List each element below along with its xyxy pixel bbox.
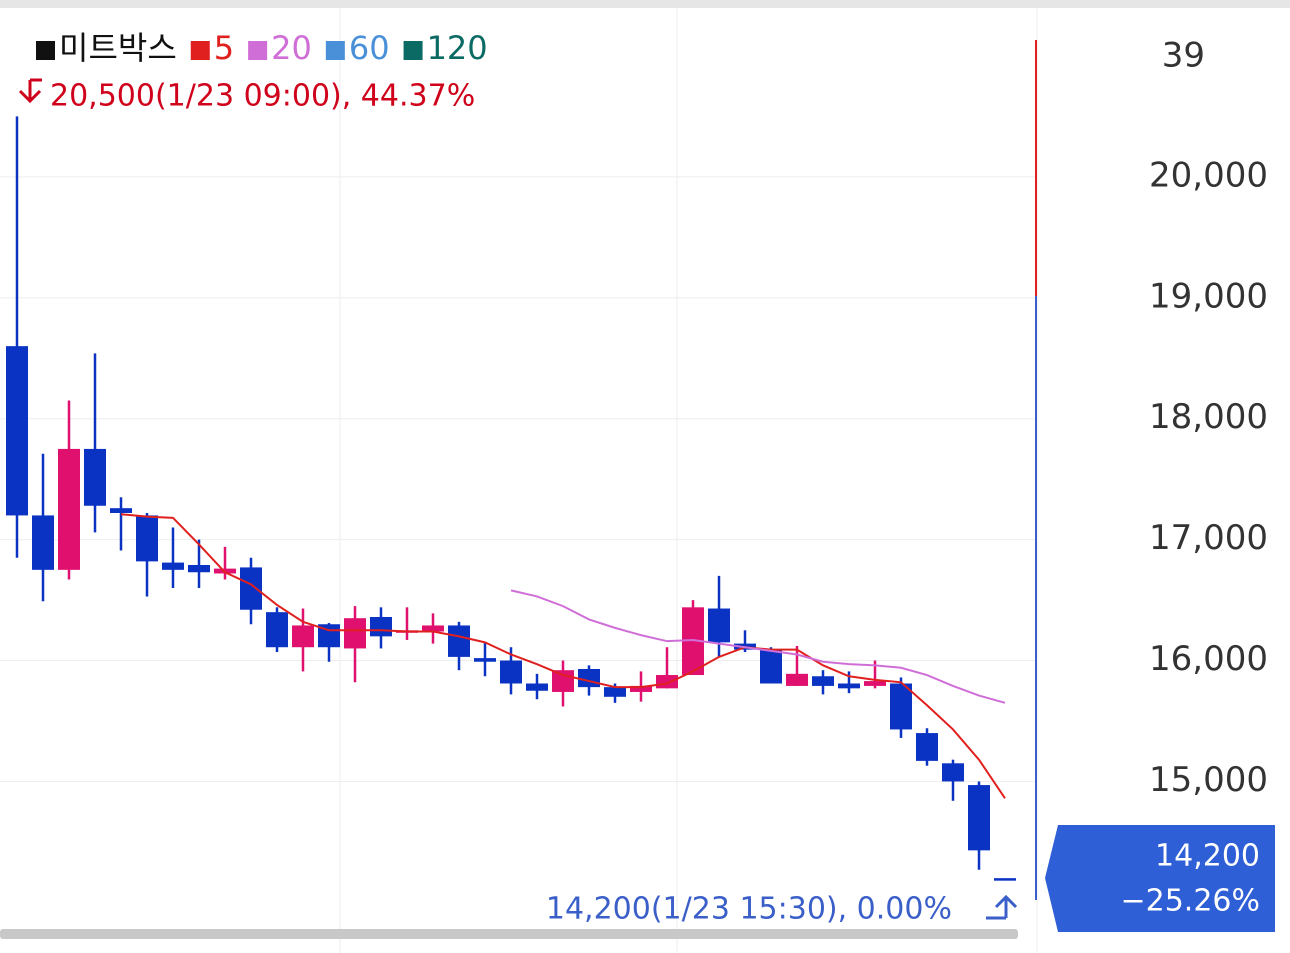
- candle-body: [552, 670, 574, 692]
- candle-body: [162, 562, 184, 570]
- y-tick-label: 15,000: [1149, 760, 1268, 800]
- candle-body: [708, 608, 730, 643]
- candle-body: [682, 607, 704, 676]
- legend-label: 60: [349, 29, 390, 67]
- candle-body: [864, 681, 886, 686]
- candle-body: [422, 625, 444, 632]
- ma-line: [120, 513, 1006, 799]
- y-tick-label: 20,000: [1149, 155, 1268, 195]
- candle-body: [110, 508, 132, 514]
- candle-body: [812, 676, 834, 686]
- candle-body: [838, 683, 860, 689]
- legend-swatch: [190, 41, 210, 60]
- high-annotation: 20,500(1/23 09:00), 44.37%: [50, 79, 475, 114]
- candle-body: [266, 612, 288, 648]
- y-tick-label: 17,000: [1149, 518, 1268, 558]
- ma-line: [510, 589, 1006, 704]
- candle-body: [526, 683, 548, 691]
- candle-body: [578, 668, 600, 688]
- candle-body: [994, 878, 1016, 881]
- candle-body: [760, 649, 782, 684]
- legend-swatch: [403, 41, 423, 60]
- candle-body: [630, 685, 652, 692]
- current-price: 14,200: [1155, 839, 1260, 874]
- legend-label: 20: [271, 29, 312, 67]
- legend-label: 120: [427, 29, 488, 67]
- low-annotation: 14,200(1/23 15:30), 0.00%: [546, 892, 952, 927]
- candle-body: [942, 763, 964, 782]
- legend-label: 5: [214, 29, 234, 67]
- legend-swatch: [248, 41, 268, 60]
- legend-label: 미트박스: [59, 29, 177, 67]
- candle-body: [916, 733, 938, 761]
- candle-body: [32, 515, 54, 570]
- candle-body: [136, 515, 158, 562]
- candle-body: [500, 660, 522, 684]
- candle-body: [344, 618, 366, 649]
- scrollbar[interactable]: [0, 929, 1018, 939]
- candle-body: [474, 658, 496, 662]
- y-tick-label: 18,000: [1149, 397, 1268, 437]
- candle-body: [240, 567, 262, 610]
- candle-body: [890, 683, 912, 730]
- top-border: [0, 0, 1290, 8]
- candle-body: [370, 616, 392, 637]
- current-change: −25.26%: [1120, 884, 1260, 919]
- candle-body: [292, 625, 314, 648]
- candle-body: [656, 675, 678, 689]
- price-box: [1045, 825, 1275, 932]
- y-tick-label: 19,000: [1149, 276, 1268, 316]
- high-arrow: [18, 78, 42, 104]
- candle-body: [58, 448, 80, 570]
- low-arrow: [986, 894, 1018, 920]
- candle-body: [84, 448, 106, 506]
- candle-body: [786, 673, 808, 686]
- legend-swatch: [36, 41, 55, 60]
- candle-body: [604, 687, 626, 697]
- candle-body: [188, 565, 210, 573]
- legend-swatch: [325, 41, 345, 60]
- candle-body: [448, 625, 470, 657]
- candle-body: [968, 785, 990, 851]
- y-tick-label: 16,000: [1149, 639, 1268, 679]
- candle-body: [6, 346, 28, 516]
- corner-label: 39: [1162, 36, 1205, 76]
